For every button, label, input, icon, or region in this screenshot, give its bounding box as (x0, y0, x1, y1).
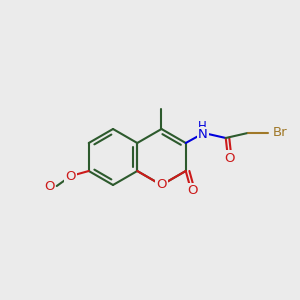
Text: N: N (198, 128, 208, 142)
Text: O: O (65, 169, 76, 182)
Text: H: H (198, 121, 207, 134)
Text: O: O (224, 152, 235, 164)
Text: Br: Br (273, 127, 287, 140)
Text: O: O (188, 184, 198, 197)
Text: O: O (156, 178, 167, 191)
Text: O: O (44, 179, 55, 193)
